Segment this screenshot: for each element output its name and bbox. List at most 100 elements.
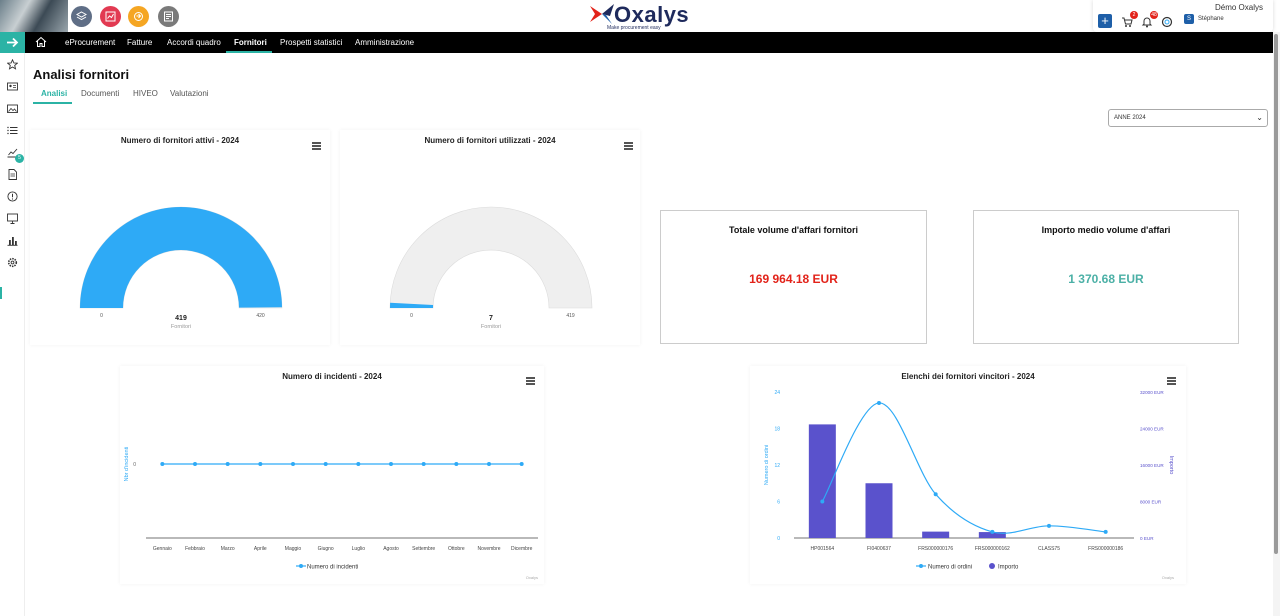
monitor-icon[interactable] — [7, 213, 18, 224]
chart-app-icon[interactable] — [100, 6, 121, 27]
user-selector[interactable]: S Stéphane — [1180, 14, 1270, 28]
data-point — [160, 462, 165, 466]
chart-menu-icon[interactable] — [624, 142, 633, 150]
chart-menu-icon[interactable] — [526, 377, 535, 385]
legend-marker — [989, 563, 995, 569]
tab-analisi[interactable]: Analisi — [41, 89, 68, 98]
gauge-min-label: 0 — [100, 313, 103, 319]
add-button[interactable]: + — [1098, 14, 1112, 28]
oxalys-logo[interactable]: Oxalys Make procurement easy — [588, 2, 698, 31]
gauge-value-arc — [80, 206, 282, 308]
x-tick-label: Giugno — [318, 546, 334, 552]
data-point — [454, 462, 459, 466]
kpi-total-volume: Totale volume d'affari fornitori 169 964… — [660, 210, 927, 344]
logo-mark-icon — [590, 4, 614, 24]
ordini-point — [877, 400, 881, 405]
importo-bar — [922, 531, 950, 538]
ordini-point — [990, 529, 995, 534]
nav-accordi-quadro[interactable]: Accordi quadro — [167, 38, 221, 47]
winners-chart-panel: Elenchi dei fornitori vincitori - 2024 0… — [750, 366, 1186, 584]
y-right-tick-label: 16000 EUR — [1140, 463, 1164, 468]
gauge-max-label: 419 — [566, 313, 575, 319]
x-tick-label: Marzo — [221, 546, 235, 552]
user-panel: Démo Oxalys — [1093, 0, 1273, 32]
chart-menu-icon[interactable] — [1167, 377, 1176, 385]
gauge-unit-label: Fornitori — [481, 324, 501, 330]
x-tick-label: FRS000000176 — [918, 546, 953, 552]
analytics-badge: 5 — [15, 154, 24, 163]
nav-prospetti-statistici[interactable]: Prospetti statistici — [280, 38, 343, 47]
nav-eprocurement[interactable]: eProcurement — [65, 38, 116, 47]
top-bar: Oxalys Make procurement easy Démo Oxalys… — [0, 0, 1280, 32]
home-icon[interactable] — [35, 36, 47, 48]
x-tick-label: HP001564 — [811, 546, 835, 552]
x-tick-label: Maggio — [285, 546, 302, 552]
y-right-tick-label: 24000 EUR — [1140, 427, 1164, 432]
ordini-point — [1103, 529, 1108, 534]
y-right-tick-label: 0 EUR — [1140, 536, 1154, 541]
chart-menu-icon[interactable] — [312, 142, 321, 150]
tab-hiveo[interactable]: HIVEO — [133, 89, 158, 98]
chart-title: Elenchi dei fornitori vincitori - 2024 — [901, 372, 1035, 381]
chart-title: Numero di fornitori attivi - 2024 — [120, 136, 240, 145]
header-photo — [0, 0, 68, 32]
list-icon[interactable] — [7, 125, 18, 136]
data-point — [258, 462, 263, 466]
bar-chart-icon[interactable] — [7, 235, 18, 246]
bell-icon[interactable]: 48 — [1141, 11, 1158, 28]
x-tick-label: CLASS75 — [1038, 546, 1060, 552]
y-left-tick-label: 6 — [777, 500, 780, 506]
help-icon[interactable] — [1161, 15, 1173, 28]
exchange-app-icon[interactable] — [128, 6, 149, 27]
settings-icon[interactable] — [7, 257, 18, 268]
y-left-axis-title: Numero di ordini — [764, 445, 770, 485]
user-name: Stéphane — [1198, 16, 1224, 22]
kpi-title: Totale volume d'affari fornitori — [729, 225, 858, 235]
legend-marker — [919, 564, 923, 568]
data-point — [291, 462, 295, 466]
gauge-panel-active: Numero di fornitori attivi - 2024 0 420 41… — [30, 130, 330, 345]
x-tick-label: Agosto — [383, 546, 399, 552]
x-tick-label: FRS000000186 — [1088, 546, 1123, 552]
image-folder-icon[interactable] — [7, 103, 18, 114]
gauge-background-arc — [389, 206, 593, 309]
nav-amministrazione[interactable]: Amministrazione — [355, 38, 415, 47]
cart-badge: 2 — [1130, 11, 1138, 19]
scrollbar-thumb[interactable] — [1274, 34, 1278, 554]
nav-fatture[interactable]: Fatture — [127, 38, 153, 47]
y-right-tick-label: 32000 EUR — [1140, 390, 1164, 395]
contact-card-icon[interactable] — [7, 81, 18, 92]
chart-credit: Oxalys — [1162, 575, 1174, 580]
ordini-point — [933, 492, 938, 497]
year-select[interactable]: ANNE 2024 ⌄ — [1108, 109, 1268, 127]
y-left-tick-label: 12 — [774, 463, 780, 469]
gauge-unit-label: Fornitori — [171, 324, 191, 330]
x-tick-label: Gennaio — [153, 546, 172, 552]
data-point — [389, 462, 393, 466]
tab-valutazioni[interactable]: Valutazioni — [170, 89, 209, 98]
importo-bar — [978, 532, 1006, 538]
data-point — [356, 462, 361, 466]
x-tick-label: Dicembre — [511, 546, 533, 552]
x-tick-label: Luglio — [352, 546, 366, 552]
data-point — [487, 462, 491, 466]
document-icon[interactable] — [7, 169, 18, 180]
cart-icon[interactable]: 2 — [1121, 11, 1138, 27]
document-app-icon[interactable] — [158, 6, 179, 27]
y-axis-title: Nbr d'incidenti — [124, 447, 130, 482]
favorites-icon[interactable] — [7, 59, 18, 70]
gauge-min-label: 0 — [410, 313, 413, 319]
legend-label: Numero di incidenti — [307, 565, 358, 571]
expand-menu-button[interactable] — [0, 32, 25, 53]
legend-label: Importo — [998, 565, 1019, 571]
nav-fornitori[interactable]: Fornitori — [234, 38, 267, 47]
tab-documenti[interactable]: Documenti — [81, 89, 120, 98]
x-tick-label: FRS000000162 — [975, 546, 1010, 552]
layers-app-icon[interactable] — [71, 6, 92, 27]
chevron-down-icon: ⌄ — [1256, 113, 1263, 122]
ordini-point — [1047, 523, 1051, 528]
alert-icon[interactable] — [7, 191, 18, 202]
x-tick-label: Aprile — [254, 546, 267, 552]
kpi-average-volume: Importo medio volume d'affari 1 370.68 E… — [973, 210, 1239, 344]
nav-active-indicator — [226, 51, 272, 53]
